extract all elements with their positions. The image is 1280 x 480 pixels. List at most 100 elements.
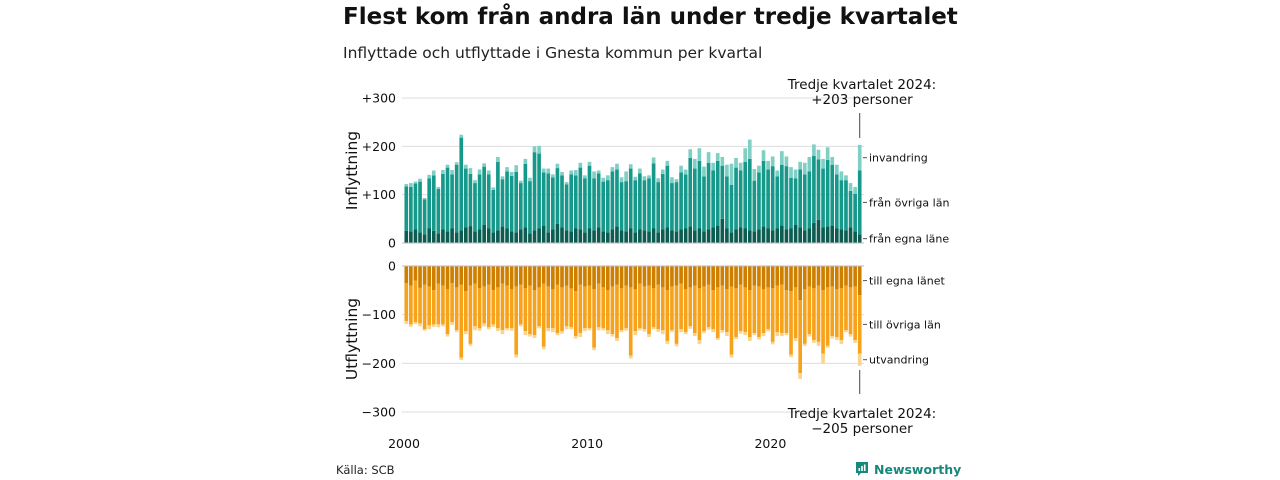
bar-segment (427, 174, 432, 179)
y-tick-label: 0 (388, 259, 396, 274)
bar-segment (615, 169, 619, 227)
bar-segment (578, 162, 583, 168)
bar-segment (780, 284, 784, 334)
bar-segment (592, 230, 596, 243)
bar-segment (569, 174, 573, 232)
bar-segment (674, 179, 679, 183)
bar-segment (793, 338, 798, 341)
bar-segment (551, 229, 555, 243)
bar-segment (514, 354, 519, 358)
bar-segment (679, 229, 683, 243)
bar-segment (445, 266, 450, 290)
bar-segment (523, 331, 528, 336)
bar-segment (725, 164, 729, 177)
bar-segment (532, 290, 537, 336)
bar-segment (464, 266, 468, 292)
bar-segment (670, 177, 674, 184)
bar-segment (482, 286, 486, 324)
bar-segment (450, 228, 454, 243)
bar-segment (821, 227, 825, 243)
y-tick-label: +100 (362, 187, 396, 202)
bar-segment (445, 231, 450, 243)
bar-segment (624, 231, 628, 243)
bar-segment (615, 163, 619, 170)
bar-segment (789, 266, 793, 292)
bar-segment (711, 170, 715, 228)
bar-segment (555, 168, 560, 224)
bar-segment (784, 229, 789, 243)
bar-segment (509, 328, 514, 331)
bar-segment (422, 234, 427, 243)
bar-segment (729, 185, 734, 233)
bar-segment (496, 287, 500, 329)
bar-segment (587, 161, 592, 166)
bar-segment (601, 181, 606, 232)
bar-segment (697, 228, 702, 243)
bar-segment (766, 329, 770, 332)
bar-segment (702, 266, 706, 287)
bar-segment (615, 266, 619, 285)
bar-segment (798, 169, 802, 228)
bar-segment (464, 168, 468, 228)
bar-segment (541, 266, 546, 284)
bar-segment (528, 334, 532, 337)
bar-segment (747, 139, 752, 159)
bar-segment (418, 181, 422, 233)
bar-segment (834, 174, 839, 229)
bar-segment (509, 231, 514, 243)
bar-segment (587, 228, 592, 243)
bar-segment (509, 175, 514, 232)
bar-segment (789, 167, 793, 178)
bar-segment (647, 285, 651, 335)
bar-segment (656, 284, 661, 330)
bar-segment (409, 266, 413, 286)
chart-title: Flest kom från andra län under tredje kv… (343, 4, 958, 30)
bar-segment (601, 177, 606, 182)
bar-segment (573, 291, 578, 337)
bar-segment (853, 266, 857, 287)
bar-segment (660, 169, 665, 174)
bar-segment (418, 323, 422, 327)
bar-segment (628, 164, 633, 169)
bar-segment (610, 229, 615, 243)
bar-segment (413, 280, 418, 322)
bar-segment (409, 324, 413, 327)
bar-segment (537, 228, 541, 243)
bar-segment (775, 332, 780, 337)
bar-segment (500, 266, 505, 284)
bar-segment (454, 232, 459, 243)
bar-segment (757, 266, 761, 287)
bar-segment (477, 169, 482, 175)
bar-segment (706, 229, 711, 243)
bar-segment (537, 266, 541, 288)
bar-segment (404, 320, 409, 324)
bar-segment (569, 231, 573, 243)
bar-segment (697, 339, 702, 344)
bar-segment (546, 168, 551, 174)
bar-segment (431, 175, 436, 231)
bar-segment (821, 266, 825, 291)
bar-segment (706, 327, 711, 330)
bar-segment (802, 289, 807, 344)
bar-segment (816, 159, 821, 220)
bar-segment (619, 230, 624, 243)
bar-segment (752, 285, 757, 334)
bar-segment (615, 338, 619, 341)
bar-segment (450, 174, 454, 229)
bar-segment (812, 288, 816, 340)
bar-segment (500, 330, 505, 335)
bar-segment (757, 286, 761, 338)
bar-segment (450, 283, 454, 322)
bar-segment (486, 228, 491, 243)
bar-segment (518, 229, 523, 243)
bar-segment (848, 266, 853, 288)
bar-segment (450, 321, 454, 325)
bar-segment (546, 286, 551, 329)
bar-segment (651, 327, 656, 330)
bar-segment (816, 341, 821, 346)
bar-segment (780, 266, 784, 285)
bar-segment (793, 224, 798, 243)
y-tick-label: +300 (362, 91, 396, 106)
bar-segment (807, 266, 812, 287)
bar-segment (468, 285, 473, 344)
